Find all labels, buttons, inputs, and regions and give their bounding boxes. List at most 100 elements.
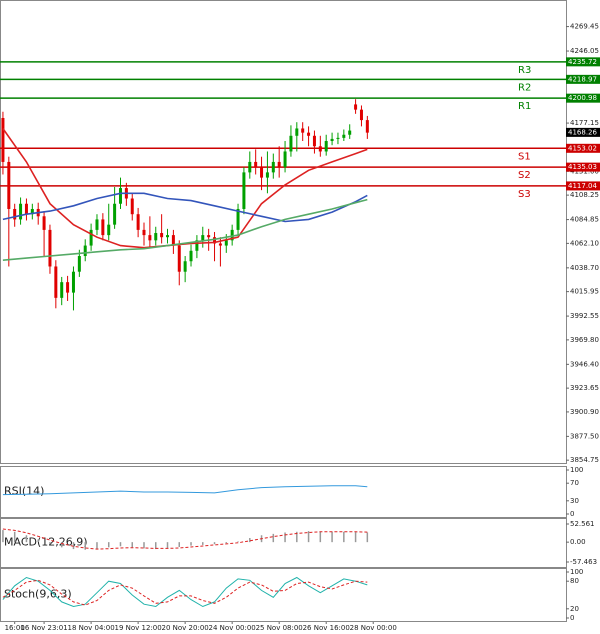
candle-body bbox=[71, 271, 75, 293]
indicator-line bbox=[2, 576, 368, 608]
y-tick-label: -57.463 bbox=[570, 558, 597, 566]
candle-body bbox=[336, 137, 340, 139]
candle-body bbox=[301, 128, 305, 133]
level-value: 4200.98 bbox=[568, 94, 597, 102]
candle-body bbox=[195, 240, 199, 251]
level-value-box bbox=[566, 181, 600, 191]
candle-body bbox=[230, 229, 234, 241]
indicator-line bbox=[2, 485, 368, 496]
candle-body bbox=[359, 109, 363, 121]
candle-body bbox=[83, 245, 87, 257]
candle-body bbox=[242, 172, 246, 209]
candle-body bbox=[260, 167, 264, 178]
candle-body bbox=[330, 138, 334, 142]
candle-body bbox=[107, 224, 111, 236]
y-tick-label: 3992.55 bbox=[570, 312, 599, 320]
y-tick-label: 3946.40 bbox=[570, 360, 599, 368]
last-price-box bbox=[566, 127, 600, 137]
y-tick-label: 0.00 bbox=[570, 538, 586, 546]
candle-body bbox=[160, 233, 164, 238]
level-label: S3 bbox=[518, 189, 531, 200]
y-tick-label: 4269.45 bbox=[570, 23, 599, 31]
candle-body bbox=[166, 235, 170, 238]
candle-body bbox=[183, 261, 187, 272]
candle-body bbox=[118, 188, 122, 204]
y-tick-label: 3900.90 bbox=[570, 408, 599, 416]
candle-body bbox=[207, 235, 211, 238]
candle-body bbox=[289, 135, 293, 152]
candle-body bbox=[324, 141, 328, 152]
indicator-line bbox=[2, 528, 368, 550]
panel-border bbox=[0, 466, 567, 518]
x-tick-label: 20 Nov 20:00 bbox=[162, 624, 209, 632]
level-value-box bbox=[566, 143, 600, 153]
candle-body bbox=[354, 104, 358, 110]
level-value-box bbox=[566, 57, 600, 67]
candle-body bbox=[365, 120, 369, 133]
y-tick-label: 4038.70 bbox=[570, 264, 599, 272]
level-label: R1 bbox=[518, 101, 531, 112]
candle-body bbox=[54, 266, 58, 298]
level-value: 4218.97 bbox=[568, 75, 597, 83]
candle-body bbox=[295, 128, 299, 136]
y-tick-label: 4062.10 bbox=[570, 239, 599, 247]
panel-border bbox=[0, 0, 567, 464]
candle-body bbox=[77, 256, 81, 272]
indicator-title: MACD(12,26,9) bbox=[4, 536, 88, 549]
y-tick-label: 4084.85 bbox=[570, 216, 599, 224]
candle-body bbox=[136, 214, 140, 230]
level-label: R2 bbox=[518, 82, 531, 93]
candle-body bbox=[95, 219, 99, 230]
y-tick-label: 100 bbox=[570, 466, 583, 474]
candle-body bbox=[154, 233, 158, 241]
y-tick-label: 4015.95 bbox=[570, 288, 599, 296]
moving-average bbox=[2, 192, 368, 223]
level-label: R3 bbox=[518, 65, 531, 76]
x-tick-label: 16:00 bbox=[5, 624, 25, 632]
x-tick-label: 24 Nov 00:00 bbox=[209, 624, 256, 632]
candle-body bbox=[342, 134, 346, 138]
candle-body bbox=[254, 161, 258, 168]
indicator-title: RSI(14) bbox=[4, 485, 44, 498]
indicator-title: Stoch(9,6,3) bbox=[4, 588, 72, 601]
level-value-box bbox=[566, 162, 600, 172]
candle-body bbox=[1, 118, 5, 162]
candle-body bbox=[218, 243, 222, 246]
candle-body bbox=[30, 208, 34, 215]
candle-body bbox=[89, 229, 93, 246]
candle-body bbox=[113, 203, 117, 225]
y-tick-label: 20 bbox=[570, 605, 579, 613]
x-tick-label: 26 Nov 16:00 bbox=[303, 624, 350, 632]
candle-body bbox=[348, 130, 352, 135]
panel-border bbox=[0, 518, 567, 568]
y-tick-label: 70 bbox=[570, 479, 579, 487]
x-tick-label: 18 Nov 04:00 bbox=[67, 624, 114, 632]
level-value: 4235.72 bbox=[568, 58, 597, 66]
level-value-box bbox=[566, 74, 600, 84]
candle-body bbox=[66, 282, 70, 293]
level-value-box bbox=[566, 93, 600, 103]
y-tick-label: 100 bbox=[570, 568, 583, 576]
moving-average bbox=[2, 198, 368, 261]
moving-average bbox=[2, 128, 368, 249]
candle-body bbox=[130, 198, 134, 215]
level-value: 4117.04 bbox=[568, 182, 597, 190]
y-tick-label: 4177.15 bbox=[570, 119, 599, 127]
last-price: 4168.26 bbox=[568, 128, 597, 136]
candle-body bbox=[201, 235, 205, 241]
y-tick-label: 3854.75 bbox=[570, 456, 599, 464]
candle-body bbox=[236, 208, 240, 230]
candle-body bbox=[177, 245, 181, 272]
x-tick-label: 25 Nov 08:00 bbox=[256, 624, 303, 632]
y-tick-label: 3923.65 bbox=[570, 384, 599, 392]
candle-body bbox=[248, 161, 252, 173]
candle-body bbox=[283, 151, 287, 168]
y-tick-label: 4246.05 bbox=[570, 47, 599, 55]
candle-body bbox=[142, 229, 146, 236]
candle-body bbox=[307, 132, 311, 136]
candle-body bbox=[224, 240, 228, 246]
candle-body bbox=[171, 235, 175, 246]
candle-body bbox=[271, 161, 275, 173]
